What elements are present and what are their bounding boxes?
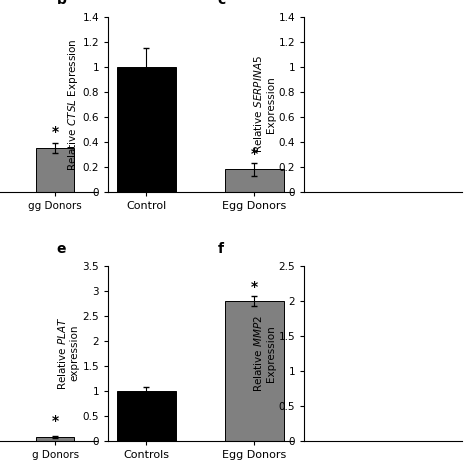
Y-axis label: Relative $\it{CTSL}$ Expression: Relative $\it{CTSL}$ Expression [66,38,80,171]
Text: *: * [251,146,258,161]
Bar [36,437,74,441]
Bar [36,148,74,192]
Text: *: * [52,125,59,139]
Bar [225,169,284,192]
Bar [117,67,176,192]
Bar [117,391,176,441]
Text: e: e [56,242,66,256]
Y-axis label: Relative $\it{MMP2}$
Expression: Relative $\it{MMP2}$ Expression [252,315,276,392]
Text: f: f [217,242,223,256]
Text: *: * [52,414,59,428]
Text: *: * [251,280,258,293]
Bar [225,301,284,441]
Text: b: b [56,0,66,7]
Text: c: c [217,0,226,7]
Y-axis label: Relative $\it{SERPINA5}$
Expression: Relative $\it{SERPINA5}$ Expression [252,55,276,153]
Y-axis label: Relative $\it{PLAT}$
expression: Relative $\it{PLAT}$ expression [56,316,80,390]
